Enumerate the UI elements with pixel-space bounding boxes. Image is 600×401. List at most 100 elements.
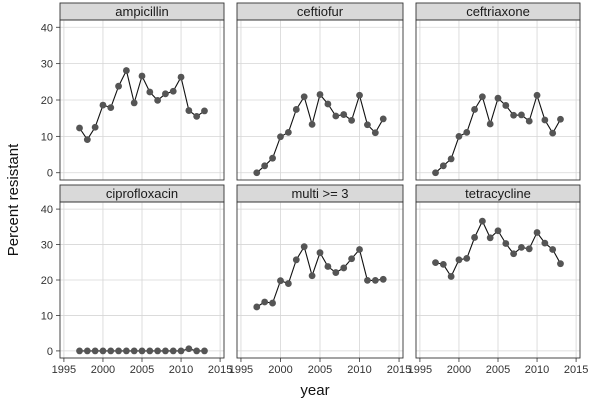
data-point — [130, 99, 138, 107]
data-point — [107, 347, 115, 355]
data-point — [486, 234, 494, 242]
x-tick-label: 2005 — [486, 364, 510, 376]
data-point — [308, 272, 316, 280]
panel-1: ampicillin 0 10 20 30 40 — [41, 2, 225, 181]
data-point — [549, 246, 557, 253]
x-tick-label: 2005 — [130, 364, 154, 376]
panels-layer: ampicillin 0 10 20 30 40 ceftiofur ceftriaxone c… — [41, 2, 588, 376]
y-tick-label: 0 — [47, 168, 53, 180]
x-tick-label: 2015 — [387, 364, 411, 376]
data-point — [269, 299, 276, 307]
data-point — [162, 90, 169, 98]
data-point — [284, 280, 292, 287]
data-point — [146, 347, 154, 355]
data-point — [201, 347, 208, 355]
data-point — [432, 259, 439, 267]
data-point — [83, 136, 91, 144]
facet-strip-label: multi >= 3 — [291, 186, 348, 201]
facet-strip-label: ceftiofur — [297, 4, 344, 19]
data-point — [525, 117, 533, 125]
y-tick-label: 40 — [41, 22, 53, 34]
data-point — [348, 255, 356, 263]
data-point — [122, 67, 130, 74]
data-point — [471, 106, 478, 113]
x-tick-label: 1995 — [52, 364, 76, 376]
data-point — [146, 88, 154, 96]
x-tick-label: 2000 — [91, 364, 115, 376]
data-point — [332, 269, 340, 276]
data-point — [284, 128, 292, 136]
data-point — [154, 96, 162, 104]
data-point — [541, 116, 549, 124]
data-point — [518, 111, 525, 119]
data-point — [76, 124, 83, 132]
data-point — [169, 347, 177, 355]
data-point — [91, 347, 99, 355]
data-point — [91, 123, 99, 131]
x-axis-title: year — [300, 382, 329, 399]
x-tick-label: 2000 — [268, 364, 292, 376]
y-tick-label: 10 — [41, 310, 53, 322]
data-point — [371, 276, 379, 284]
data-point — [379, 115, 387, 123]
panel-frame — [236, 19, 404, 181]
x-tick-label: 2005 — [308, 364, 332, 376]
data-point — [300, 93, 308, 101]
data-point — [277, 133, 284, 141]
data-point — [138, 72, 146, 80]
panel-2: ceftiofur — [236, 2, 404, 181]
y-tick-label: 30 — [41, 59, 53, 71]
x-tick-label: 2000 — [447, 364, 471, 376]
data-point — [455, 256, 463, 264]
y-axis-title: Percent resistant — [5, 143, 22, 256]
data-point — [455, 132, 463, 140]
data-point — [502, 240, 510, 247]
y-tick-label: 40 — [41, 204, 53, 216]
x-tick-label: 2010 — [169, 364, 193, 376]
data-point — [253, 169, 261, 177]
data-point — [332, 112, 340, 120]
y-tick-label: 20 — [41, 95, 53, 107]
data-point — [356, 246, 363, 253]
data-point — [557, 115, 564, 123]
facet-strip-label: ampicillin — [115, 4, 168, 19]
data-point — [447, 155, 455, 163]
data-point — [439, 261, 447, 268]
data-point — [463, 254, 471, 262]
data-point — [502, 102, 510, 109]
data-point — [510, 250, 518, 258]
data-point — [99, 347, 107, 355]
data-point — [316, 91, 324, 98]
data-point — [478, 217, 486, 225]
data-point — [115, 347, 122, 355]
facet-strip-label: ceftriaxone — [466, 4, 530, 19]
data-point — [478, 93, 486, 101]
panel-3: ceftriaxone — [415, 2, 581, 181]
data-point — [292, 106, 300, 113]
data-point — [447, 273, 455, 280]
data-point — [340, 264, 348, 272]
data-point — [185, 345, 193, 353]
data-point — [494, 94, 502, 102]
data-point — [510, 111, 518, 119]
x-tick-label: 2010 — [347, 364, 371, 376]
data-point — [269, 154, 276, 162]
data-point — [533, 229, 541, 236]
data-point — [494, 227, 502, 235]
data-point — [356, 91, 363, 99]
data-point — [76, 347, 83, 355]
facet-strip-label: ciprofloxacin — [106, 186, 178, 201]
data-point — [122, 347, 130, 355]
data-point — [486, 120, 494, 128]
data-point — [261, 298, 269, 306]
data-point — [162, 347, 169, 355]
data-point — [261, 162, 269, 170]
data-point — [316, 249, 324, 257]
data-point — [193, 112, 201, 120]
x-tick-label: 2015 — [208, 364, 232, 376]
panel-frame — [415, 19, 581, 181]
data-point — [439, 162, 447, 170]
y-tick-label: 20 — [41, 275, 53, 287]
data-point — [340, 111, 348, 118]
